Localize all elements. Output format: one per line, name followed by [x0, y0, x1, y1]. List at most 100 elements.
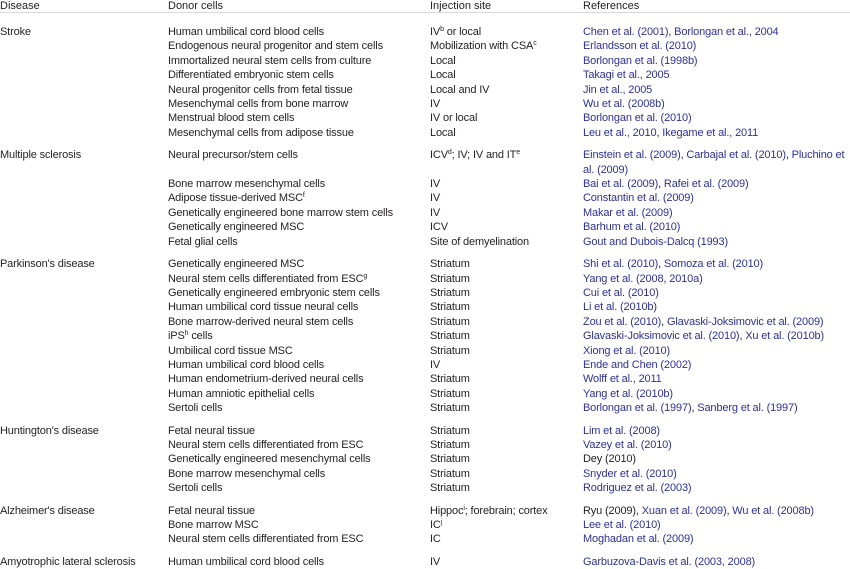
reference-link[interactable]: Xu et al. (2010b): [745, 330, 824, 342]
donor-cells-cell: Mesenchymal cells from adipose tissue: [168, 126, 430, 140]
reference-link[interactable]: Jin et al., 2005: [583, 84, 652, 96]
reference-link[interactable]: Xiong et al. (2010): [583, 345, 670, 357]
site-text: IV: [430, 207, 440, 219]
injection-site-cell: Striatum: [430, 286, 583, 300]
reference-link[interactable]: Borlongan et al., 2004: [674, 26, 778, 38]
reference-link[interactable]: Xuan et al. (2009): [642, 505, 727, 517]
disease-cell: [0, 401, 168, 415]
reference-link[interactable]: Vazey et al. (2010): [583, 439, 672, 451]
disease-cell: Multiple sclerosis: [0, 140, 168, 177]
reference-link[interactable]: Glavaski-Joksimovic et al. (2010): [583, 330, 739, 342]
reference-link[interactable]: Zou et al. (2010): [583, 316, 661, 328]
reference-link[interactable]: Shi et al. (2010): [583, 258, 658, 270]
disease-cell: Amyotrophic lateral sclerosis: [0, 547, 168, 569]
donor-text: Neural stem cells differentiated from ES…: [168, 439, 363, 451]
injection-site-cell: Striatum: [430, 344, 583, 358]
reference-link[interactable]: Einstein et al. (2009): [583, 149, 681, 161]
site-text: Striatum: [430, 273, 470, 285]
disease-cell: [0, 358, 168, 372]
reference-link[interactable]: Yang et al. (2010b): [583, 388, 673, 400]
references-cell: Zou et al. (2010), Glavaski-Joksimovic e…: [583, 315, 850, 329]
reference-link[interactable]: Bai et al. (2009): [583, 178, 658, 190]
site-text: Striatum: [430, 402, 470, 414]
reference-link[interactable]: Somoza et al. (2010): [664, 258, 763, 270]
disease-cell: [0, 235, 168, 249]
reference-link[interactable]: Borlongan et al. (1997): [583, 402, 691, 414]
references-cell: Gout and Dubois-Dalcq (1993): [583, 235, 850, 249]
header-references: References: [583, 0, 850, 13]
injection-site-cell: IV: [430, 97, 583, 111]
reference-link[interactable]: Wu et al. (2008b): [732, 505, 814, 517]
table-row: Genetically engineered embryonic stem ce…: [0, 286, 850, 300]
injection-site-cell: ICVd; IV; IV and ITe: [430, 140, 583, 177]
reference-link[interactable]: Rafei et al. (2009): [664, 178, 749, 190]
disease-cell: Stroke: [0, 13, 168, 40]
references-cell: Bai et al. (2009), Rafei et al. (2009): [583, 177, 850, 191]
reference-link[interactable]: Rodriguez et al. (2003): [583, 482, 691, 494]
reference-link[interactable]: Makar et al. (2009): [583, 207, 672, 219]
site-text: Striatum: [430, 345, 470, 357]
table-row: Genetically engineered bone marrow stem …: [0, 206, 850, 220]
reference-link[interactable]: Leu et al., 2010: [583, 127, 656, 139]
donor-text: Human umbilical cord tissue neural cells: [168, 301, 358, 313]
reference-link[interactable]: Takagi et al., 2005: [583, 69, 669, 81]
disease-cell: [0, 300, 168, 314]
references-cell: Vazey et al. (2010): [583, 438, 850, 452]
site-text: IV or local: [430, 112, 477, 124]
reference-link[interactable]: Glavaski-Joksimovic et al. (2009): [667, 316, 823, 328]
disease-cell: [0, 372, 168, 386]
donor-cells-cell: Genetically engineered mesenchymal cells: [168, 452, 430, 466]
reference-link[interactable]: Garbuzova-Davis et al. (2003, 2008): [583, 556, 755, 568]
references-cell: Yang et al. (2010b): [583, 387, 850, 401]
reference-link[interactable]: Moghadan et al. (2009): [583, 533, 693, 545]
disease-cell: [0, 191, 168, 205]
disease-cell: [0, 329, 168, 343]
reference-link[interactable]: Ende and Chen (2002): [583, 359, 691, 371]
reference-link[interactable]: Carbajal et al. (2010): [686, 149, 785, 161]
reference-link[interactable]: Barhum et al. (2010): [583, 221, 680, 233]
references-cell: Rodriguez et al. (2003): [583, 481, 850, 495]
reference-link[interactable]: Ikegame et al., 2011: [662, 127, 758, 139]
reference-link[interactable]: Chen et al. (2001): [583, 26, 668, 38]
site-text: ; forebrain; cortex: [465, 505, 548, 517]
site-text: IV: [430, 192, 440, 204]
reference-link[interactable]: Borlongan et al. (1998b): [583, 55, 697, 67]
site-text: Local and IV: [430, 84, 489, 96]
reference-link[interactable]: Gout and Dubois-Dalcq (1993): [583, 236, 728, 248]
injection-site-cell: ICV: [430, 220, 583, 234]
donor-cells-cell: Genetically engineered embryonic stem ce…: [168, 286, 430, 300]
site-text: IV: [430, 98, 440, 110]
reference-link[interactable]: Yang et al. (2008, 2010a): [583, 273, 703, 285]
disease-cell: [0, 518, 168, 532]
reference-link[interactable]: Lim et al. (2008): [583, 425, 660, 437]
injection-site-cell: ICj: [430, 518, 583, 532]
donor-text: Fetal glial cells: [168, 236, 238, 248]
site-text: Striatum: [430, 330, 470, 342]
site-text: Striatum: [430, 373, 470, 385]
reference-link[interactable]: Constantin et al. (2009): [583, 192, 694, 204]
site-text: IV: [430, 178, 440, 190]
disease-cell: [0, 206, 168, 220]
reference-link[interactable]: Borlongan et al. (2010): [583, 112, 691, 124]
site-text: IC: [430, 519, 441, 531]
reference-link[interactable]: Cui et al. (2010): [583, 287, 659, 299]
reference-link[interactable]: Wolff et al., 2011: [583, 373, 662, 385]
reference-link[interactable]: Snyder et al. (2010): [583, 468, 677, 480]
reference-link[interactable]: Lee et al. (2010): [583, 519, 661, 531]
reference-link[interactable]: Sanberg et al. (1997): [697, 402, 797, 414]
reference-link[interactable]: Erlandsson et al. (2010): [583, 40, 696, 52]
reference-link[interactable]: Wu et al. (2008b): [583, 98, 665, 110]
disease-cell: [0, 481, 168, 495]
references-cell: Xiong et al. (2010): [583, 344, 850, 358]
donor-cells-cell: Human endometrium-derived neural cells: [168, 372, 430, 386]
footnote-marker: f: [303, 192, 305, 199]
references-cell: Erlandsson et al. (2010): [583, 39, 850, 53]
reference-link[interactable]: Li et al. (2010b): [583, 301, 657, 313]
references-cell: Garbuzova-Davis et al. (2003, 2008): [583, 547, 850, 569]
site-text: Mobilization with CSA: [430, 40, 533, 52]
